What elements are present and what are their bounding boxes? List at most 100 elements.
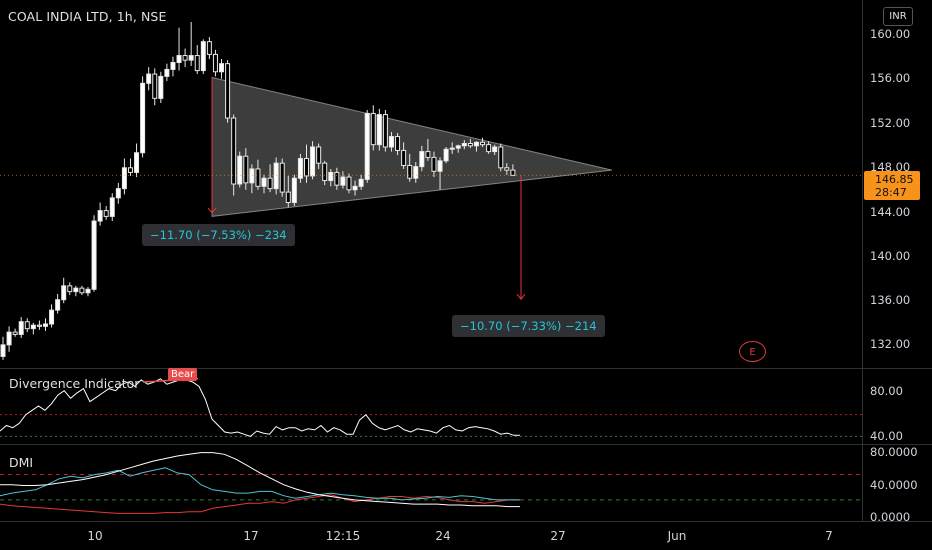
candle [504, 163, 510, 175]
candle-body [164, 68, 170, 77]
candle [297, 153, 303, 183]
candle-body [328, 171, 334, 182]
candle [388, 131, 394, 152]
earnings-event-marker[interactable]: E [739, 341, 766, 362]
last-price-tag: 146.85 28:47 [864, 171, 920, 200]
candle-body [49, 309, 55, 325]
candle [225, 60, 231, 123]
candle-body [67, 285, 73, 293]
candle [285, 175, 291, 208]
candle-body [182, 55, 188, 61]
candle [188, 21, 194, 66]
candle [431, 151, 437, 178]
candle-body [12, 331, 18, 335]
dmi-tick: 0.0000 [870, 510, 911, 524]
candle [176, 27, 182, 71]
candle-body [237, 155, 243, 185]
candle-body [91, 220, 97, 290]
divergence-indicator-title[interactable]: Divergence Indicator [9, 376, 140, 391]
measure-arrowhead [516, 293, 526, 300]
candle [212, 49, 218, 77]
candle [36, 320, 42, 330]
candle-body [42, 323, 48, 327]
candle-body [146, 73, 152, 84]
candle-body [437, 160, 443, 172]
candle [407, 153, 413, 182]
candle [237, 151, 243, 188]
candle-body [425, 151, 431, 158]
time-tick: 17 [243, 529, 259, 543]
dmi-title[interactable]: DMI [9, 455, 34, 470]
candle-body [346, 176, 352, 191]
dmi-plot [0, 452, 862, 514]
candle-body [334, 171, 340, 186]
candle-body [79, 287, 85, 294]
triangle-pattern [211, 76, 613, 217]
candle [279, 158, 285, 197]
adx-line [0, 452, 520, 508]
candle [413, 162, 419, 183]
candle-body [73, 287, 79, 293]
candle [152, 68, 158, 106]
candle [334, 167, 340, 190]
divergence-line [0, 378, 520, 437]
currency-button[interactable]: INR [883, 7, 913, 26]
candle [140, 76, 146, 158]
candle [219, 59, 225, 79]
symbol-title[interactable]: COAL INDIA LTD, 1h, NSE [8, 9, 167, 24]
candle [328, 168, 334, 187]
candle [467, 138, 473, 149]
candle [455, 144, 461, 153]
candle [121, 158, 127, 195]
candle [194, 45, 200, 75]
bar-countdown: 28:47 [875, 186, 907, 199]
candle-body [6, 331, 12, 346]
candle-body [480, 141, 486, 146]
candle [61, 277, 67, 304]
measure-label-2: −10.70 (−7.33%) −214 [452, 315, 605, 337]
candle [346, 173, 352, 194]
time-tick: Jun [667, 529, 687, 543]
candle [249, 164, 255, 194]
candle [316, 143, 322, 169]
plus-di-line [0, 467, 520, 501]
candle-body [219, 63, 225, 73]
candle-body [206, 41, 212, 55]
candle-body [322, 162, 328, 182]
candle-body [401, 149, 407, 166]
candle-body [431, 156, 437, 172]
candle-body [225, 63, 231, 119]
candle-body [510, 169, 516, 176]
candle [401, 142, 407, 169]
candle [127, 158, 133, 176]
candle [255, 159, 261, 190]
divergence-tick: 80.00 [870, 384, 903, 398]
candle [461, 140, 467, 150]
last-price-value: 146.85 [875, 173, 914, 186]
candle-body [158, 75, 164, 99]
candle [498, 143, 504, 172]
candle-body [486, 144, 492, 153]
candle [55, 293, 61, 314]
candle-body [194, 55, 200, 72]
candle-body [291, 177, 297, 204]
candle-body [492, 146, 498, 153]
candle [437, 157, 443, 190]
candle [291, 174, 297, 206]
candle-body [267, 177, 273, 190]
candle [443, 146, 449, 164]
time-tick: 27 [550, 529, 566, 543]
candle-body [134, 152, 140, 173]
candle [273, 157, 279, 195]
candle [382, 109, 388, 152]
candle-body [388, 136, 394, 148]
candle-body [212, 53, 218, 73]
candle-body [370, 112, 376, 146]
candle-body [455, 145, 461, 149]
candle [304, 144, 309, 183]
candle-body [304, 158, 309, 177]
candle [170, 56, 176, 77]
candle [164, 63, 170, 82]
candle [322, 160, 328, 186]
